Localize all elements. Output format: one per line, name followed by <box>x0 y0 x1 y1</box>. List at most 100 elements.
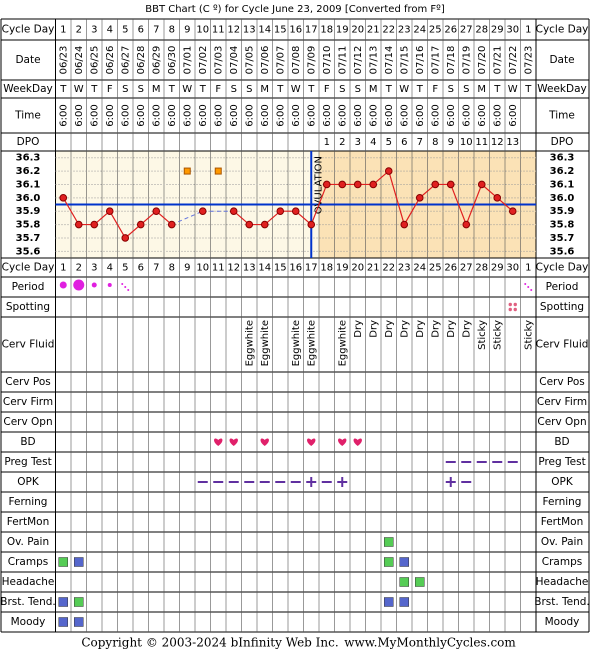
cell-text: F <box>107 84 113 95</box>
cell-text: 07/10 <box>322 46 333 75</box>
period-spot <box>124 286 127 288</box>
cell-text: W <box>508 84 518 95</box>
temp-point <box>446 180 455 189</box>
y-tick-label: 36.3 <box>16 153 41 164</box>
cell-text: 06/27 <box>120 46 131 75</box>
bd-heart <box>307 438 316 446</box>
row-label: Date <box>15 54 40 66</box>
cell-text: 6:00 <box>322 104 333 126</box>
period-icon <box>73 279 85 291</box>
cell-text: 18 <box>320 25 333 36</box>
cell-text: 3 <box>91 25 97 36</box>
cell-text: 1 <box>60 263 66 274</box>
cell-text: 07/14 <box>384 46 395 75</box>
cell-text: S <box>448 84 454 95</box>
cell-text: 24 <box>413 25 426 36</box>
cell-text: S <box>355 84 361 95</box>
row-label: Moody <box>545 616 580 628</box>
row-label: Cycle Day <box>536 262 589 274</box>
row-label: Cerv Firm <box>537 396 587 408</box>
cell-text: 07/08 <box>291 46 302 75</box>
cell-text: S <box>463 84 469 95</box>
row-label: Time <box>548 110 575 122</box>
cell-text: T <box>385 84 393 95</box>
cell-text: 06/23 <box>58 46 69 75</box>
cell-text: 6:00 <box>461 104 472 126</box>
row-label: Ov. Pain <box>7 536 49 548</box>
row-label: Cerv Opn <box>537 416 586 428</box>
cell-text: 4 <box>107 25 113 36</box>
temp-point <box>322 180 331 189</box>
cell-text: 07/06 <box>260 46 271 75</box>
row-label: Ferning <box>9 496 48 508</box>
period-spot <box>524 283 527 285</box>
cell-text: 16 <box>289 263 302 274</box>
cell-text: 4 <box>107 263 113 274</box>
temp-point <box>198 207 207 215</box>
cell-text: 6:00 <box>508 104 519 126</box>
cell-text: 07/23 <box>523 46 534 75</box>
cell-text: 06/24 <box>74 46 85 75</box>
row-label: Period <box>546 281 579 293</box>
cell-text: 07/21 <box>492 46 503 75</box>
y-tick-label: 36.1 <box>550 179 575 190</box>
period-spot <box>121 283 124 285</box>
cell-text: 12 <box>227 25 240 36</box>
cell-text: Dry <box>399 320 410 338</box>
cell-text: 13 <box>506 137 519 148</box>
temp-point <box>105 207 114 215</box>
cell-text: Dry <box>353 320 364 338</box>
cell-text: 14 <box>258 263 271 274</box>
cell-text: 07/02 <box>198 46 209 75</box>
temp-point <box>431 180 440 189</box>
temp-point <box>59 194 68 202</box>
cell-text: 30 <box>506 263 519 274</box>
temp-point <box>74 220 83 229</box>
cell-text: 16 <box>289 25 302 36</box>
bd-heart <box>214 438 223 446</box>
cell-text: 6:00 <box>260 104 271 126</box>
cell-text: W <box>182 84 192 95</box>
cell-text: 20 <box>351 25 364 36</box>
row-label: DPO <box>551 136 574 148</box>
y-tick-label: 36.3 <box>550 153 575 164</box>
cell-text: 6:00 <box>120 104 131 126</box>
temp-point <box>369 180 378 189</box>
cell-text: 11 <box>212 263 225 274</box>
cell-text: 2 <box>76 263 82 274</box>
temp-point <box>136 220 145 229</box>
cell-text: 6:00 <box>477 104 488 126</box>
temp-point <box>338 180 347 189</box>
cell-text: 06/25 <box>89 46 100 75</box>
cell-text: 07/05 <box>244 46 255 75</box>
cell-text: 07/18 <box>446 46 457 75</box>
y-tick-label: 36.2 <box>16 166 41 177</box>
period-spot <box>530 289 533 291</box>
cell-text: 1 <box>60 25 66 36</box>
row-label: Cramps <box>8 556 48 568</box>
row-label: Brst. Tend. <box>0 596 56 608</box>
y-tick-label: 36.0 <box>550 193 575 204</box>
cell-text: 6:00 <box>275 104 286 126</box>
row-label: FertMon <box>541 516 584 528</box>
row-label: Headache <box>2 576 55 588</box>
cell-text: 8 <box>169 25 175 36</box>
cell-text: 1 <box>525 25 531 36</box>
cell-text: M <box>152 84 161 95</box>
row-label: Spotting <box>540 301 584 313</box>
cell-text: 23 <box>398 25 411 36</box>
cell-text: 21 <box>367 263 380 274</box>
cell-text: 30 <box>506 25 519 36</box>
cell-text: 29 <box>491 25 504 36</box>
cell-text: 6:00 <box>89 104 100 126</box>
cell-text: S <box>246 84 252 95</box>
row-label: Cerv Firm <box>3 396 53 408</box>
cell-text: 6:00 <box>213 104 224 126</box>
cell-text: 5 <box>122 263 128 274</box>
chart-title: BBT Chart (C º) for Cycle June 23, 2009 … <box>145 4 445 15</box>
cell-text: 18 <box>320 263 333 274</box>
temp-point <box>121 234 130 242</box>
temp-point <box>508 207 517 215</box>
temp-point <box>152 207 161 215</box>
row-label: Cerv Fluid <box>2 339 55 351</box>
